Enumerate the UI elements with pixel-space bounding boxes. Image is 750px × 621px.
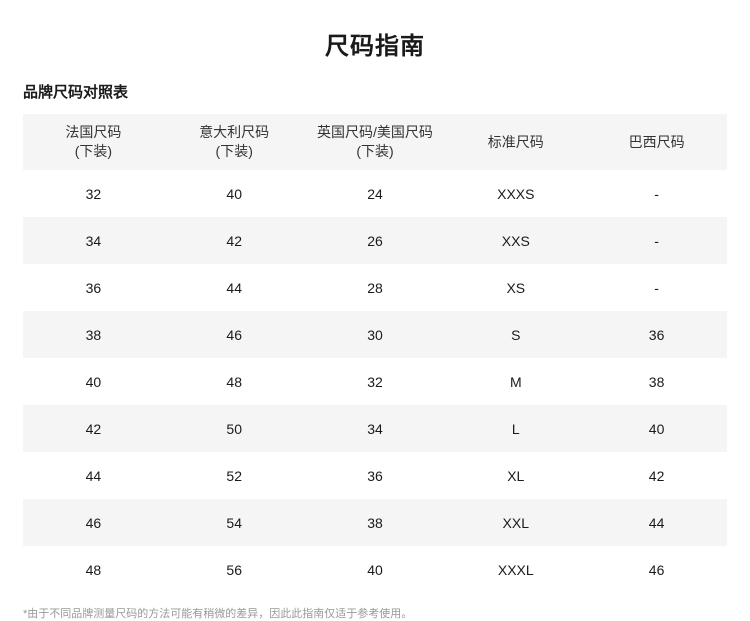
col-header-sublabel: (下装) — [74, 143, 113, 159]
table-row: 46 54 38 XXL 44 — [23, 499, 727, 546]
size-cell: 54 — [226, 514, 242, 531]
size-cell: 30 — [367, 326, 383, 343]
size-cell: 34 — [367, 420, 383, 437]
col-header-label: 英国尺码/美国尺码 — [317, 124, 433, 140]
size-cell: XL — [507, 467, 525, 484]
size-cell: 24 — [367, 185, 383, 202]
size-cell: 36 — [648, 326, 665, 343]
col-header-brazil-size: 巴西尺码 — [586, 114, 727, 170]
size-cell: 38 — [85, 326, 102, 343]
size-cell: 56 — [226, 561, 242, 578]
size-cell: 34 — [85, 232, 102, 249]
col-header-italy-size: 意大利尺码 (下装) — [164, 114, 305, 170]
size-cell: 48 — [85, 561, 102, 578]
size-cell: XXXL — [497, 561, 534, 578]
col-header-label: 意大利尺码 — [199, 124, 270, 140]
table-row: 36 44 28 XS - — [23, 264, 727, 311]
size-cell: 26 — [367, 232, 383, 249]
size-cell: 48 — [226, 373, 242, 390]
size-cell: XXS — [501, 232, 530, 249]
size-cell: 32 — [85, 185, 102, 202]
size-cell: 50 — [226, 420, 242, 437]
size-cell: - — [654, 185, 659, 202]
page-title: 尺码指南 — [325, 33, 425, 60]
footnote: *由于不同品牌测量尺码的方法可能有稍微的差异，因此此指南仅适于参考使用。 — [23, 608, 413, 620]
table-row: 40 48 32 M 38 — [23, 358, 727, 405]
table-row: 34 42 26 XXS - — [23, 217, 727, 264]
col-header-label: 巴西尺码 — [628, 133, 685, 150]
size-cell: S — [511, 326, 521, 343]
col-header-label: 标准尺码 — [487, 133, 544, 150]
table-row: 42 50 34 L 40 — [23, 405, 727, 452]
col-header-uk-us-size: 英国尺码/美国尺码 (下装) — [305, 114, 446, 170]
size-cell: 46 — [226, 326, 242, 343]
size-cell: 42 — [226, 232, 242, 249]
size-cell: 32 — [367, 373, 383, 390]
table-row: 48 56 40 XXXL 46 — [23, 546, 727, 593]
size-cell: M — [509, 373, 522, 390]
table-row: 44 52 36 XL 42 — [23, 452, 727, 499]
table-header-row: 法国尺码 (下装) 意大利尺码 (下装) 英国尺码/美国尺码 (下装) 标准尺码… — [23, 114, 727, 170]
size-cell: 46 — [85, 514, 102, 531]
size-cell: - — [654, 279, 659, 296]
size-cell: 40 — [85, 373, 102, 390]
size-cell: XXL — [502, 514, 530, 531]
size-comparison-table: 法国尺码 (下装) 意大利尺码 (下装) 英国尺码/美国尺码 (下装) 标准尺码… — [23, 114, 727, 593]
size-cell: 46 — [648, 561, 665, 578]
size-cell: 44 — [85, 467, 102, 484]
table-row: 38 46 30 S 36 — [23, 311, 727, 358]
size-cell: XS — [506, 279, 526, 296]
size-cell: 40 — [367, 561, 383, 578]
size-cell: 52 — [226, 467, 242, 484]
size-cell: 44 — [648, 514, 665, 531]
size-cell: 38 — [367, 514, 383, 531]
size-cell: 44 — [226, 279, 242, 296]
size-cell: L — [511, 420, 520, 437]
size-cell: 36 — [367, 467, 383, 484]
size-cell: 40 — [648, 420, 665, 437]
size-cell: XXXS — [497, 185, 535, 202]
size-cell: 38 — [648, 373, 665, 390]
col-header-sublabel: (下装) — [215, 143, 253, 159]
size-cell: 42 — [648, 467, 665, 484]
col-header-france-size: 法国尺码 (下装) — [23, 114, 164, 170]
size-table-body: 32 40 24 XXXS -34 42 26 XXS -36 44 28 XS -38 46 30 S 36 4… — [23, 170, 727, 593]
col-header-sublabel: (下装) — [356, 143, 394, 159]
table-header: 法国尺码 (下装) 意大利尺码 (下装) 英国尺码/美国尺码 (下装) 标准尺码… — [23, 114, 727, 170]
size-cell: 28 — [367, 279, 383, 296]
size-cell: - — [654, 232, 659, 249]
size-cell: 36 — [85, 279, 102, 296]
col-header-standard-size: 标准尺码 — [445, 114, 586, 170]
section-title: 品牌尺码对照表 — [23, 84, 129, 101]
col-header-label: 法国尺码 — [65, 124, 122, 140]
table-row: 32 40 24 XXXS - — [23, 170, 727, 217]
size-cell: 40 — [226, 185, 242, 202]
size-cell: 42 — [85, 420, 102, 437]
